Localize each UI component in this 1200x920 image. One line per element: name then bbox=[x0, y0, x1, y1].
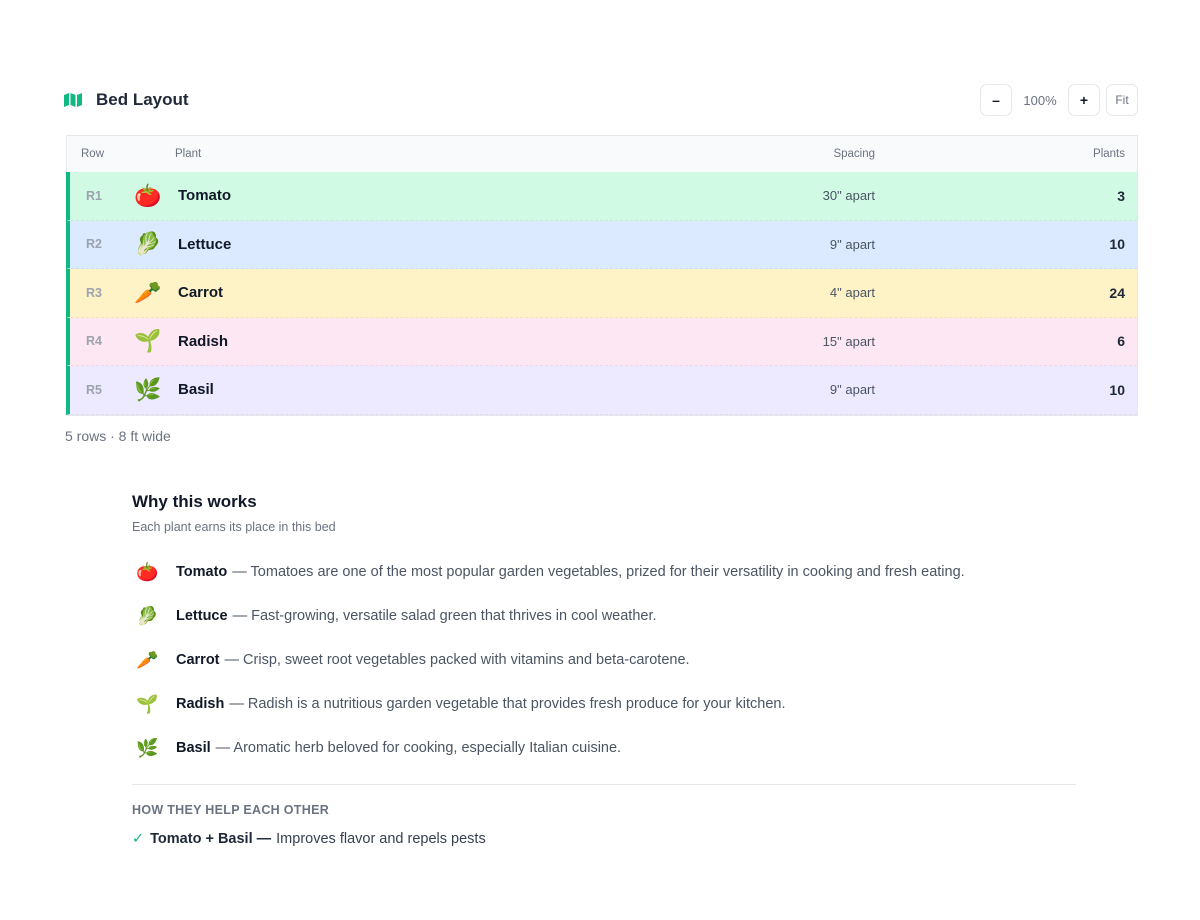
companion-benefit: Improves flavor and repels pests bbox=[276, 831, 486, 847]
bed-row[interactable]: R2 🥬 Lettuce 9" apart 10 bbox=[66, 220, 1137, 269]
header: Bed Layout – 100% + Fit bbox=[64, 84, 1138, 116]
reason-list: 🍅 Tomato — Tomatoes are one of the most po… bbox=[132, 550, 1076, 770]
description: — Fast-growing, versatile salad green th… bbox=[232, 608, 657, 624]
fit-button[interactable]: Fit bbox=[1106, 84, 1138, 116]
row-id: R2 bbox=[86, 237, 102, 252]
divider bbox=[132, 784, 1076, 785]
plant-name: Tomato bbox=[178, 187, 232, 205]
row-id: R5 bbox=[86, 382, 102, 397]
description: — Aromatic herb beloved for cooking, esp… bbox=[215, 740, 622, 756]
plant-name: Lettuce bbox=[176, 608, 228, 624]
companions-heading: HOW THEY HELP EACH OTHER bbox=[132, 803, 330, 817]
plant-name: Lettuce bbox=[178, 235, 232, 253]
plant-count: 10 bbox=[1109, 381, 1125, 398]
spacing: 9" apart bbox=[829, 236, 875, 252]
plant-count: 24 bbox=[1109, 284, 1125, 301]
plant-count: 6 bbox=[1117, 333, 1125, 350]
plant-name: Radish bbox=[178, 332, 229, 350]
column-header: Row bbox=[81, 148, 105, 160]
description: — Crisp, sweet root vegetables packed wi… bbox=[224, 652, 690, 668]
plant-icon: 🥕 bbox=[134, 279, 162, 305]
bed-row[interactable]: R4 🌱 Radish 15" apart 6 bbox=[66, 317, 1137, 366]
column-header: Plant bbox=[175, 148, 202, 160]
spacing: 30" apart bbox=[822, 188, 875, 204]
reason-text: Lettuce — Fast-growing, versatile salad g… bbox=[176, 608, 657, 624]
zoom-out[interactable]: – bbox=[980, 84, 1012, 116]
check-icon: ✓ bbox=[132, 831, 145, 847]
plant-icon: 🌱 bbox=[136, 693, 159, 714]
reason-item: 🍅 Tomato — Tomatoes are one of the most po… bbox=[132, 550, 1076, 594]
bed-row[interactable]: R1 🍅 Tomato 30" apart 3 bbox=[66, 172, 1137, 221]
why-section: Why this works Each plant earns its plac… bbox=[132, 492, 1076, 847]
table-header: Row Plant Spacing Plants bbox=[66, 136, 1137, 172]
reason-text: Radish — Radish is a nutritious garden ve… bbox=[176, 696, 785, 712]
plant-name: Tomato bbox=[176, 564, 228, 580]
zoom-level: 100% bbox=[1023, 92, 1057, 108]
plant-count: 3 bbox=[1117, 187, 1125, 204]
bed-row[interactable]: R3 🥕 Carrot 4" apart 24 bbox=[66, 269, 1137, 318]
reason-text: Tomato — Tomatoes are one of the most pop… bbox=[176, 564, 965, 580]
plant-icon: 🥕 bbox=[136, 649, 159, 670]
reason-item: 🌿 Basil — Aromatic herb beloved for cookin… bbox=[132, 726, 1076, 770]
reason-text: Basil — Aromatic herb beloved for cooking… bbox=[176, 740, 621, 756]
companion-pair: Tomato + Basil — bbox=[150, 831, 272, 847]
row-id: R3 bbox=[86, 285, 102, 300]
companion-list: ✓ Tomato + Basil — Improves flavor and rep… bbox=[132, 831, 1076, 847]
title: Bed Layout bbox=[96, 90, 189, 109]
table-body: R1 🍅 Tomato 30" apart 3 R2 🥬 Lettuce 9" apart 10 R… bbox=[66, 172, 1137, 415]
reason-text: Carrot — Crisp, sweet root vegetables pac… bbox=[176, 652, 690, 668]
zoom-in[interactable]: + bbox=[1068, 84, 1100, 116]
plant-icon: 🍅 bbox=[136, 561, 159, 582]
plant-count: 10 bbox=[1109, 236, 1125, 253]
row-id: R1 bbox=[86, 188, 102, 203]
description: — Tomatoes are one of the most popular g… bbox=[232, 564, 965, 580]
row-id: R4 bbox=[86, 334, 102, 349]
zoom-controls: – 100% + Fit bbox=[980, 84, 1138, 116]
map-icon bbox=[64, 93, 82, 107]
spacing: 4" apart bbox=[829, 285, 875, 301]
plant-icon: 🌿 bbox=[134, 376, 162, 402]
reason-item: 🥕 Carrot — Crisp, sweet root vegetables pa… bbox=[132, 638, 1076, 682]
column-header: Plants bbox=[1093, 148, 1125, 160]
plant-icon: 🥬 bbox=[134, 231, 162, 257]
spacing: 15" apart bbox=[822, 333, 875, 349]
companion-item: ✓ Tomato + Basil — Improves flavor and rep… bbox=[132, 831, 1076, 847]
spacing: 9" apart bbox=[829, 382, 875, 398]
plant-icon: 🌱 bbox=[134, 328, 162, 354]
section-subtitle: Each plant earns its place in this bed bbox=[132, 520, 336, 534]
plant-name: Carrot bbox=[176, 652, 220, 668]
bed-row[interactable]: R5 🌿 Basil 9" apart 10 bbox=[66, 366, 1137, 415]
reason-item: 🥬 Lettuce — Fast-growing, versatile salad … bbox=[132, 594, 1076, 638]
plant-name: Carrot bbox=[178, 284, 224, 302]
bed-table: Row Plant Spacing Plants R1 🍅 Tomato 30" ap… bbox=[66, 135, 1138, 416]
plant-name: Basil bbox=[178, 381, 214, 399]
plant-name: Radish bbox=[176, 696, 225, 712]
plant-name: Basil bbox=[176, 740, 211, 756]
column-header: Spacing bbox=[833, 148, 875, 160]
description: — Radish is a nutritious garden vegetabl… bbox=[229, 696, 786, 712]
plant-icon: 🌿 bbox=[136, 737, 159, 758]
section-title: Why this works bbox=[132, 492, 257, 511]
reason-item: 🌱 Radish — Radish is a nutritious garden v… bbox=[132, 682, 1076, 726]
plant-icon: 🍅 bbox=[134, 182, 162, 208]
table-summary: 5 rows · 8 ft wide bbox=[65, 428, 171, 444]
plant-icon: 🥬 bbox=[136, 605, 159, 626]
